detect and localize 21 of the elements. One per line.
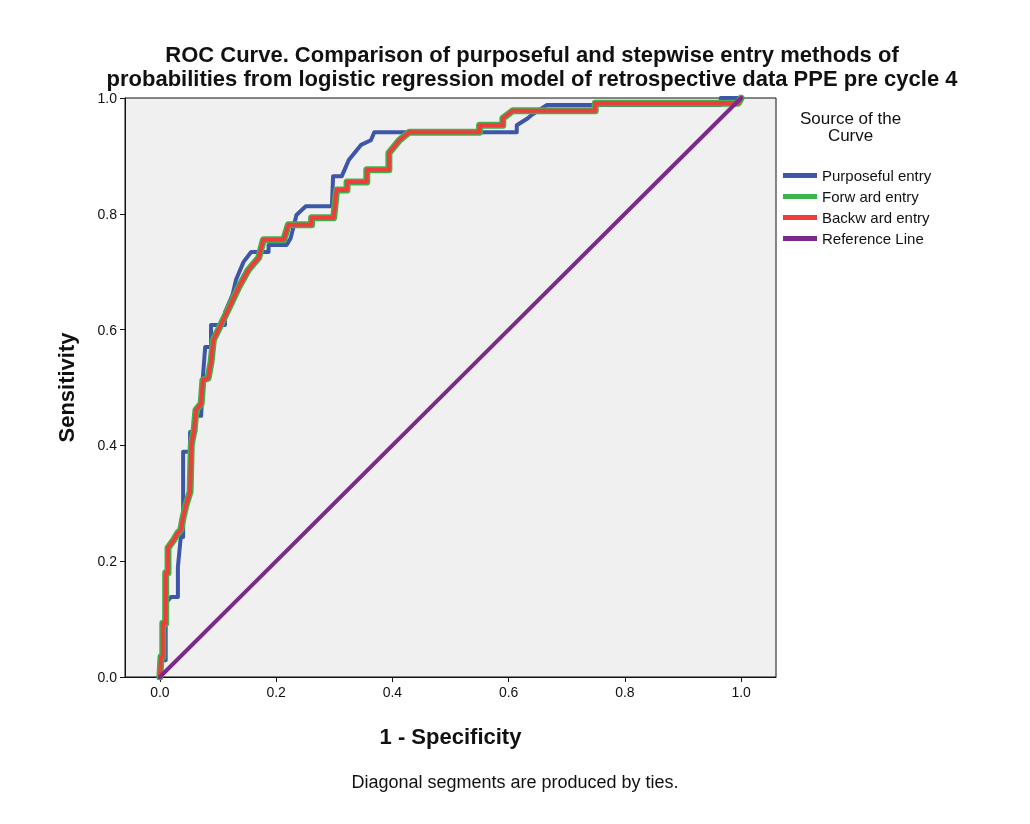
x-tick-label: 1.0 <box>731 684 752 700</box>
text: Diagonal segments are produced by ties. <box>351 772 679 792</box>
x-tick-label: 0.6 <box>498 684 519 700</box>
legend-label: Reference Line <box>822 230 924 247</box>
x-tick-label: 0.8 <box>615 684 635 700</box>
y-tick-label: 0.6 <box>97 321 118 338</box>
y-axis-title: Sensitivity <box>53 331 79 443</box>
x-axis-title: 1 - Specificity <box>379 723 523 749</box>
legend-label: Purposeful entry <box>822 167 932 184</box>
legend-title: Source of the Curve <box>800 109 902 145</box>
x-tick-label: 0.0 <box>150 684 170 700</box>
legend-label: Forw ard entry <box>822 188 920 205</box>
y-tick-label: 0.4 <box>97 437 118 454</box>
x-tick-label: 0.2 <box>266 684 287 700</box>
x-tick-label: 0.4 <box>382 684 403 700</box>
y-tick-label: 0.2 <box>97 553 118 570</box>
y-tick-label: 0.0 <box>97 669 118 685</box>
y-tick-label: 1.0 <box>97 90 118 106</box>
legend-label: Backw ard entry <box>822 209 931 226</box>
chart-title: ROC Curve. Comparison of purposeful and stepwise entry methods of probabilities from logistic regression model of retrospective data PPE pre cycle 4 <box>106 41 959 91</box>
y-tick-label: 0.8 <box>97 205 118 222</box>
